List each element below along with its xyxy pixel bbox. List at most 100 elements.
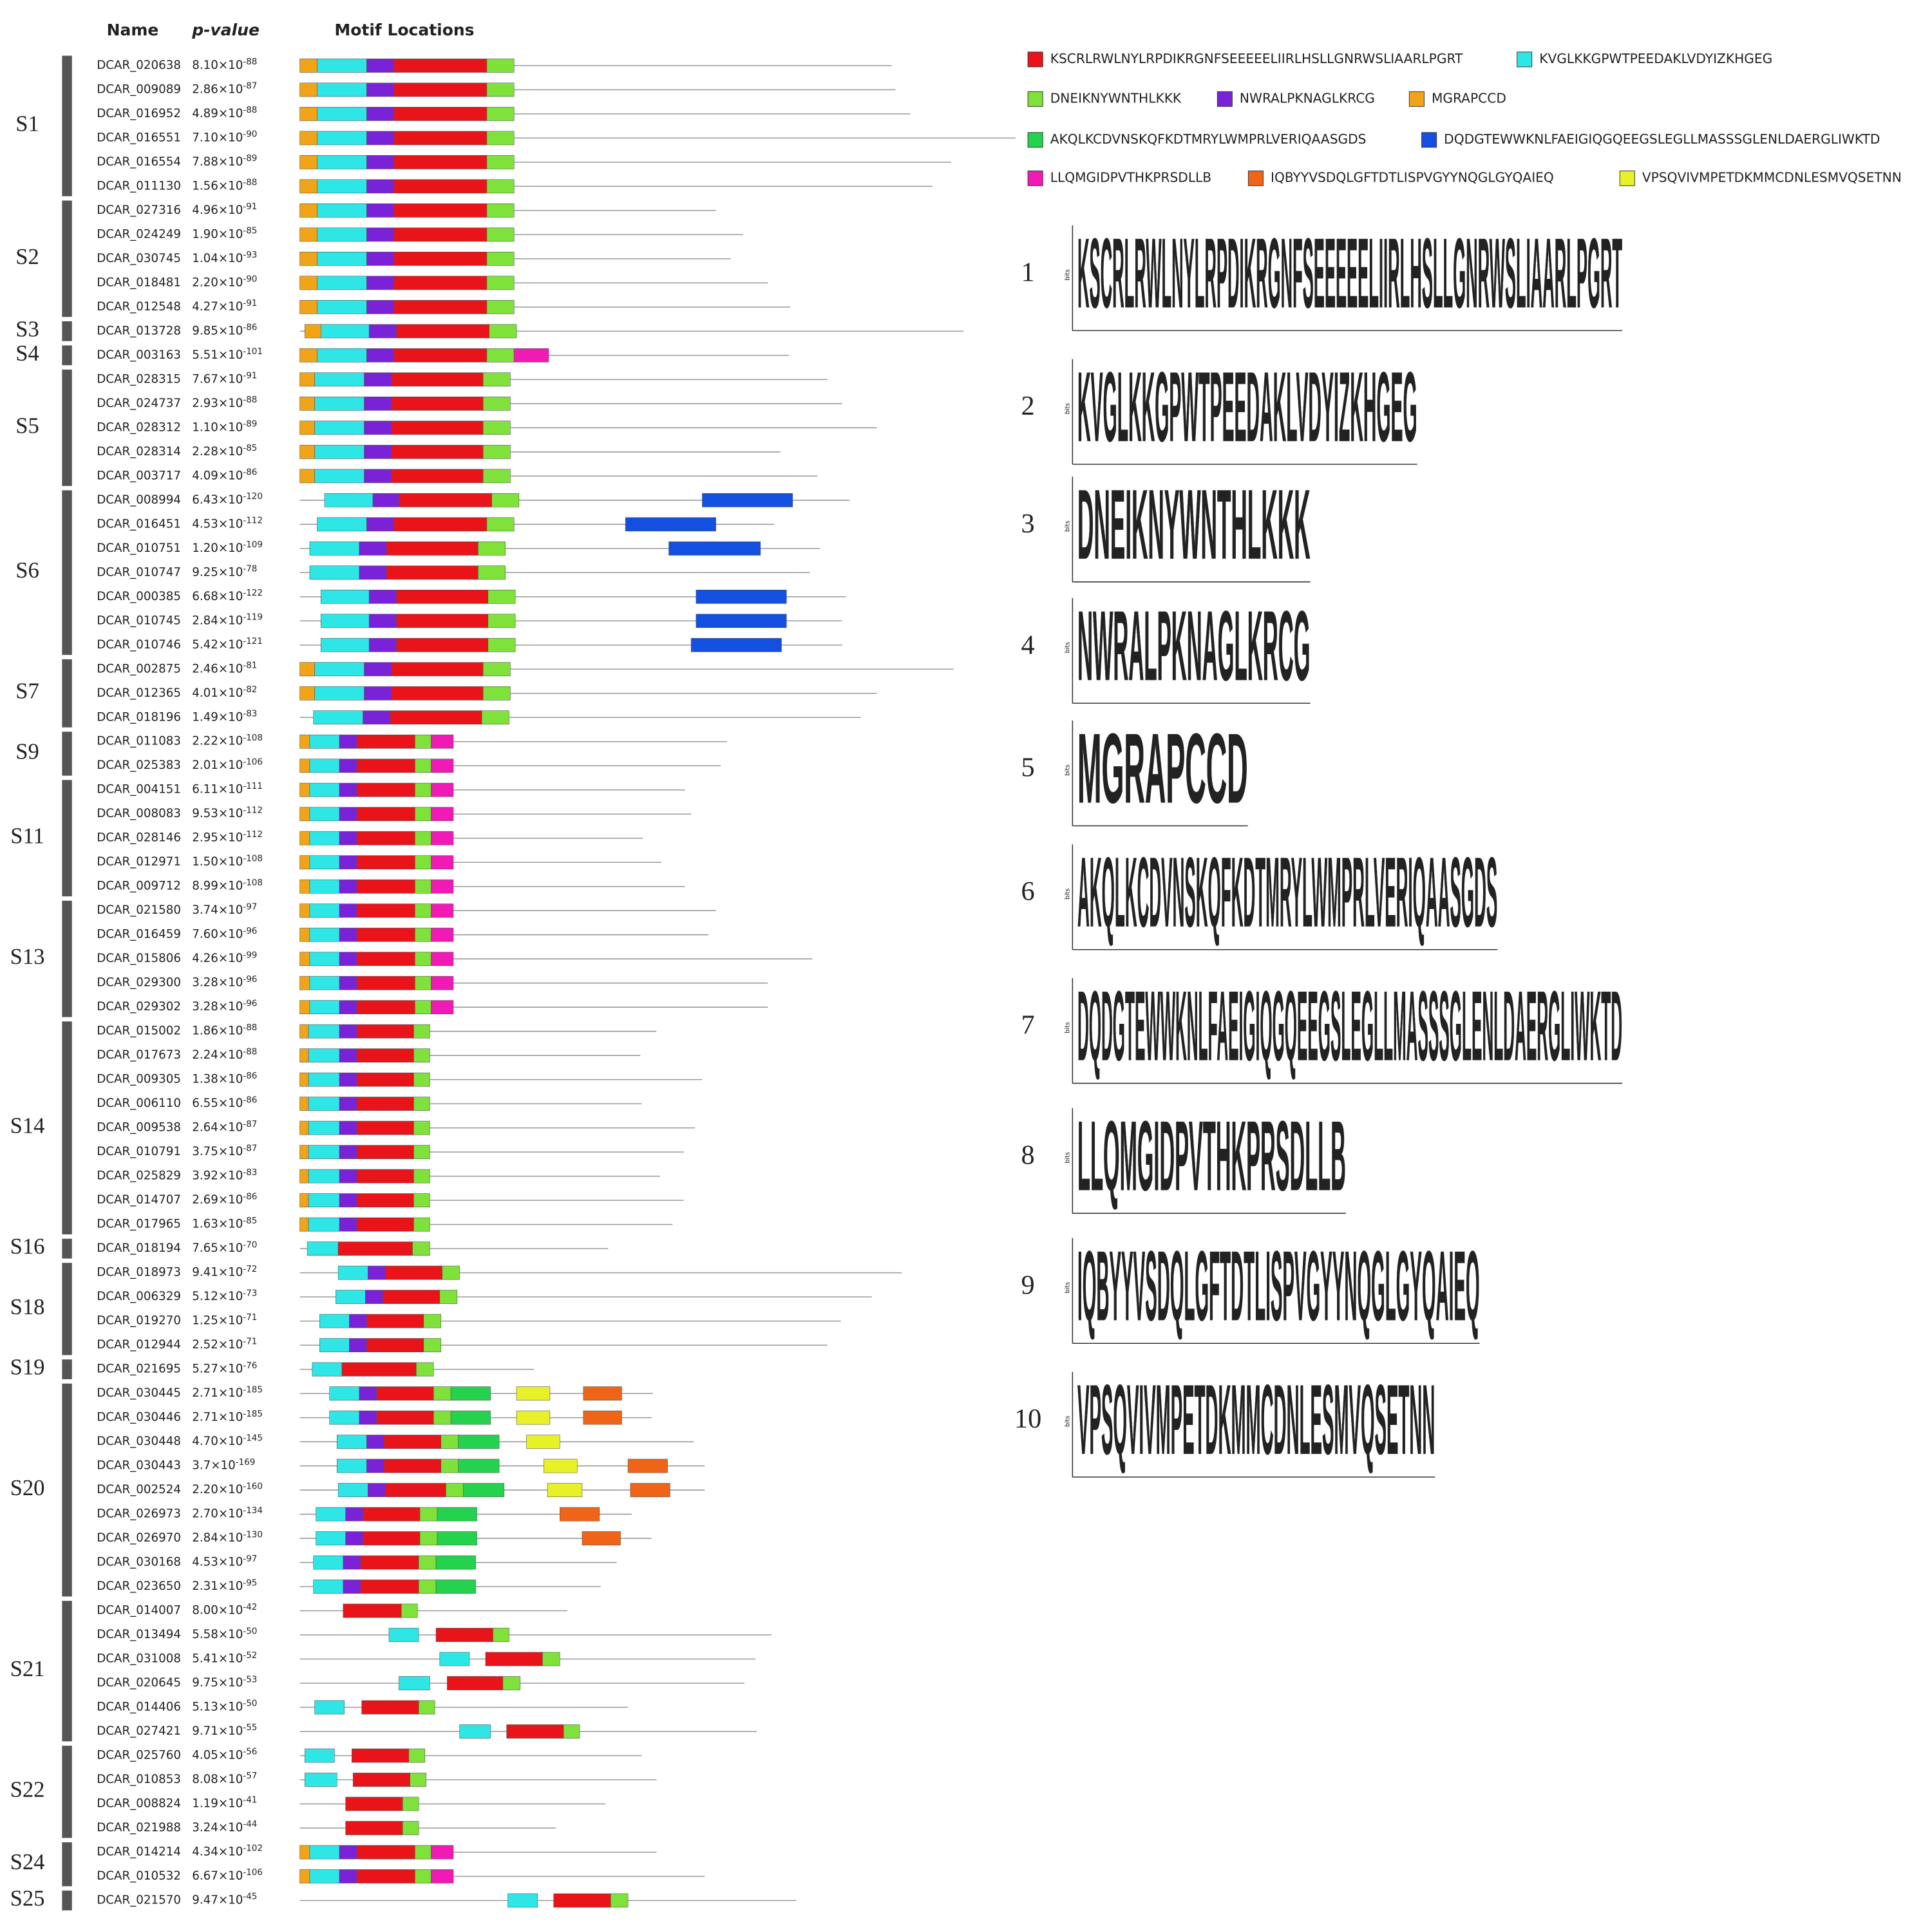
gene-name: DCAR_006110	[97, 1097, 181, 1110]
motif-block	[401, 1603, 418, 1618]
motif-block	[482, 444, 511, 459]
motif-block	[563, 1724, 580, 1739]
motif-block	[313, 710, 363, 725]
p-mantissa: 3.24×10	[192, 1821, 243, 1834]
p-mantissa: 4.05×10	[192, 1749, 243, 1762]
motif-block	[415, 1869, 431, 1883]
motif-block	[317, 276, 367, 290]
motif-block	[413, 1120, 430, 1135]
p-exponent: -112	[243, 830, 263, 840]
motif-block	[299, 686, 315, 701]
p-exponent: -72	[243, 1265, 257, 1274]
motif-block	[309, 927, 340, 942]
motif-block	[299, 131, 317, 146]
motif-block	[345, 1797, 403, 1811]
motif-block	[339, 1097, 357, 1111]
gene-name: DCAR_015002	[97, 1024, 181, 1038]
motif-block	[339, 1169, 357, 1184]
p-mantissa: 4.89×10	[192, 107, 243, 120]
motif-block	[339, 734, 357, 749]
gene-name: DCAR_020645	[97, 1676, 181, 1690]
gene-name: DCAR_006329	[97, 1290, 181, 1303]
p-mantissa: 2.71×10	[192, 1411, 243, 1424]
logo-number: 9	[1021, 1270, 1035, 1300]
motif-block	[413, 1193, 430, 1207]
p-mantissa: 7.60×10	[192, 928, 243, 941]
p-mantissa: 1.50×10	[192, 855, 243, 869]
motif-block	[299, 444, 315, 459]
motif-block	[299, 203, 317, 218]
gene-name: DCAR_012365	[97, 686, 181, 700]
motif-block	[356, 1097, 414, 1111]
gene-name: DCAR_004151	[97, 783, 181, 797]
p-value: 6.68×10-122	[192, 589, 263, 603]
motif-block	[320, 589, 370, 604]
p-exponent: -109	[243, 540, 263, 550]
motif-block	[625, 517, 716, 532]
logo-axis-label: bits	[1065, 888, 1072, 900]
p-exponent: -122	[243, 589, 263, 598]
motif-block	[486, 59, 515, 73]
p-mantissa: 4.09×10	[192, 469, 243, 482]
motif-block	[412, 1241, 430, 1256]
p-exponent: -52	[243, 1651, 257, 1661]
motif-block	[447, 1676, 504, 1690]
p-mantissa: 6.68×10	[192, 590, 243, 603]
motif-block	[431, 831, 454, 845]
p-mantissa: 9.25×10	[192, 565, 243, 579]
p-value: 2.22×10-108	[192, 733, 263, 748]
motif-block	[393, 59, 488, 73]
motif-block	[365, 1290, 383, 1304]
motif-block	[308, 1169, 340, 1184]
motif-block	[486, 517, 515, 532]
motif-block	[308, 1120, 340, 1135]
group-label: S6	[15, 558, 39, 583]
logo-axis-label: bits	[1065, 1152, 1072, 1164]
gene-name: DCAR_003163	[97, 348, 181, 362]
logo-axis-label: bits	[1065, 269, 1072, 281]
p-exponent: -82	[243, 685, 257, 695]
group-bar	[62, 1238, 72, 1259]
motif-block	[442, 1265, 460, 1280]
legend-text: IQBYYVSDQLGFTDTLISPVGYYNQGLGYQAIEQ	[1271, 169, 1554, 185]
motif-block	[339, 927, 357, 942]
motif-block	[486, 299, 515, 314]
p-mantissa: 3.28×10	[192, 1000, 243, 1014]
legend-text: VPSQVIVMPETDKMMCDNLESMVQSETNN	[1642, 169, 1902, 185]
motif-block	[343, 1580, 361, 1594]
motif-block	[314, 444, 365, 459]
gene-name: DCAR_027421	[97, 1724, 181, 1738]
p-exponent: -95	[243, 1578, 257, 1588]
motif-block	[339, 782, 357, 797]
motif-block	[364, 444, 392, 459]
motif-block	[482, 420, 511, 435]
p-exponent: -108	[243, 854, 263, 863]
motif-block	[396, 614, 489, 628]
p-exponent: -102	[243, 1844, 263, 1854]
legend-text: MGRAPCCD	[1432, 90, 1506, 106]
p-value: 4.34×10-102	[192, 1844, 263, 1859]
p-mantissa: 2.84×10	[192, 1531, 243, 1545]
p-mantissa: 2.52×10	[192, 1338, 243, 1352]
motif-block	[317, 299, 367, 314]
motif-block	[486, 82, 515, 97]
p-mantissa: 6.43×10	[192, 493, 243, 507]
legend-swatch	[1421, 132, 1437, 148]
p-mantissa: 7.67×10	[192, 372, 243, 386]
group-bar	[62, 55, 72, 196]
group-label: S22	[10, 1778, 45, 1802]
motif-block	[440, 1458, 459, 1473]
motif-block	[359, 565, 387, 580]
motif-block	[396, 589, 489, 604]
motif-block	[393, 227, 488, 242]
gene-name: DCAR_012548	[97, 300, 181, 314]
p-exponent: -81	[243, 661, 257, 670]
p-value: 1.86×10-88	[192, 1023, 257, 1038]
motif-block	[308, 1217, 340, 1232]
motif-block	[486, 107, 515, 121]
motif-block	[366, 131, 394, 146]
p-mantissa: 3.7×10	[192, 1459, 236, 1473]
motif-block	[299, 420, 315, 435]
gene-name: DCAR_016952	[97, 107, 181, 120]
motif-block	[356, 855, 415, 870]
